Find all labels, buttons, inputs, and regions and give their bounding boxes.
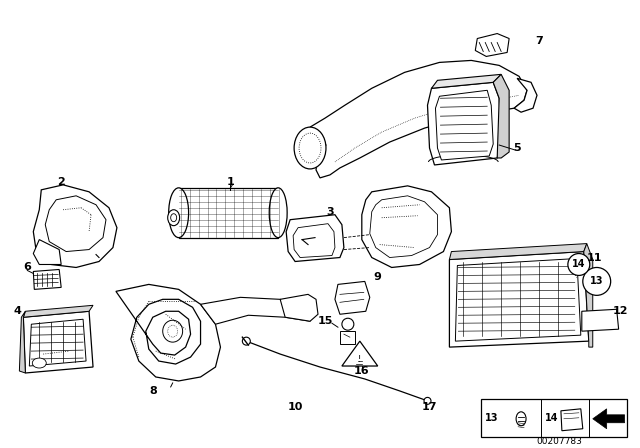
Polygon shape [179,188,278,237]
Polygon shape [310,60,527,178]
Ellipse shape [169,188,189,237]
Polygon shape [33,185,117,267]
Ellipse shape [269,188,287,237]
Polygon shape [33,240,61,264]
Text: 10: 10 [287,402,303,412]
Text: 17: 17 [422,402,437,412]
Ellipse shape [342,318,354,330]
Ellipse shape [294,127,326,169]
Ellipse shape [243,337,250,345]
Ellipse shape [424,397,431,405]
Circle shape [583,267,611,295]
Polygon shape [431,74,501,88]
Circle shape [568,254,590,276]
Polygon shape [340,331,355,344]
Polygon shape [449,244,587,259]
Text: 7: 7 [535,35,543,46]
Text: 13: 13 [485,413,499,423]
Polygon shape [449,251,589,347]
Polygon shape [116,284,220,381]
Polygon shape [362,186,451,267]
Text: 5: 5 [513,143,521,153]
Text: 14: 14 [545,413,559,423]
Polygon shape [593,409,625,429]
Polygon shape [428,82,501,165]
Polygon shape [23,311,93,373]
Polygon shape [435,90,493,160]
Polygon shape [584,244,593,347]
Text: 16: 16 [354,366,370,376]
Polygon shape [342,341,378,366]
Text: 00207783: 00207783 [536,437,582,446]
Text: 8: 8 [149,386,157,396]
Polygon shape [582,309,619,331]
Ellipse shape [163,320,182,342]
Text: 2: 2 [58,177,65,187]
Text: 13: 13 [590,276,604,286]
Polygon shape [19,311,26,373]
Text: 3: 3 [326,207,334,217]
Text: 15: 15 [317,316,333,326]
Text: 9: 9 [374,272,381,282]
Ellipse shape [168,210,180,226]
Polygon shape [335,281,370,314]
Polygon shape [29,319,86,366]
Polygon shape [476,34,509,56]
Polygon shape [493,74,509,158]
Text: 14: 14 [572,259,586,270]
Text: !: ! [358,354,362,364]
Ellipse shape [32,358,46,368]
Polygon shape [33,269,61,289]
Text: 4: 4 [13,306,21,316]
Polygon shape [514,78,537,112]
Polygon shape [561,409,583,431]
Text: 6: 6 [24,263,31,272]
Polygon shape [456,258,581,341]
Polygon shape [370,196,438,258]
Polygon shape [481,399,627,437]
Polygon shape [280,294,318,321]
Polygon shape [286,215,344,262]
Text: 1: 1 [227,177,234,187]
Polygon shape [23,305,93,317]
Ellipse shape [516,412,526,426]
Polygon shape [45,196,106,251]
Polygon shape [200,297,310,324]
Text: 12: 12 [613,306,628,316]
Text: 11: 11 [587,253,602,263]
